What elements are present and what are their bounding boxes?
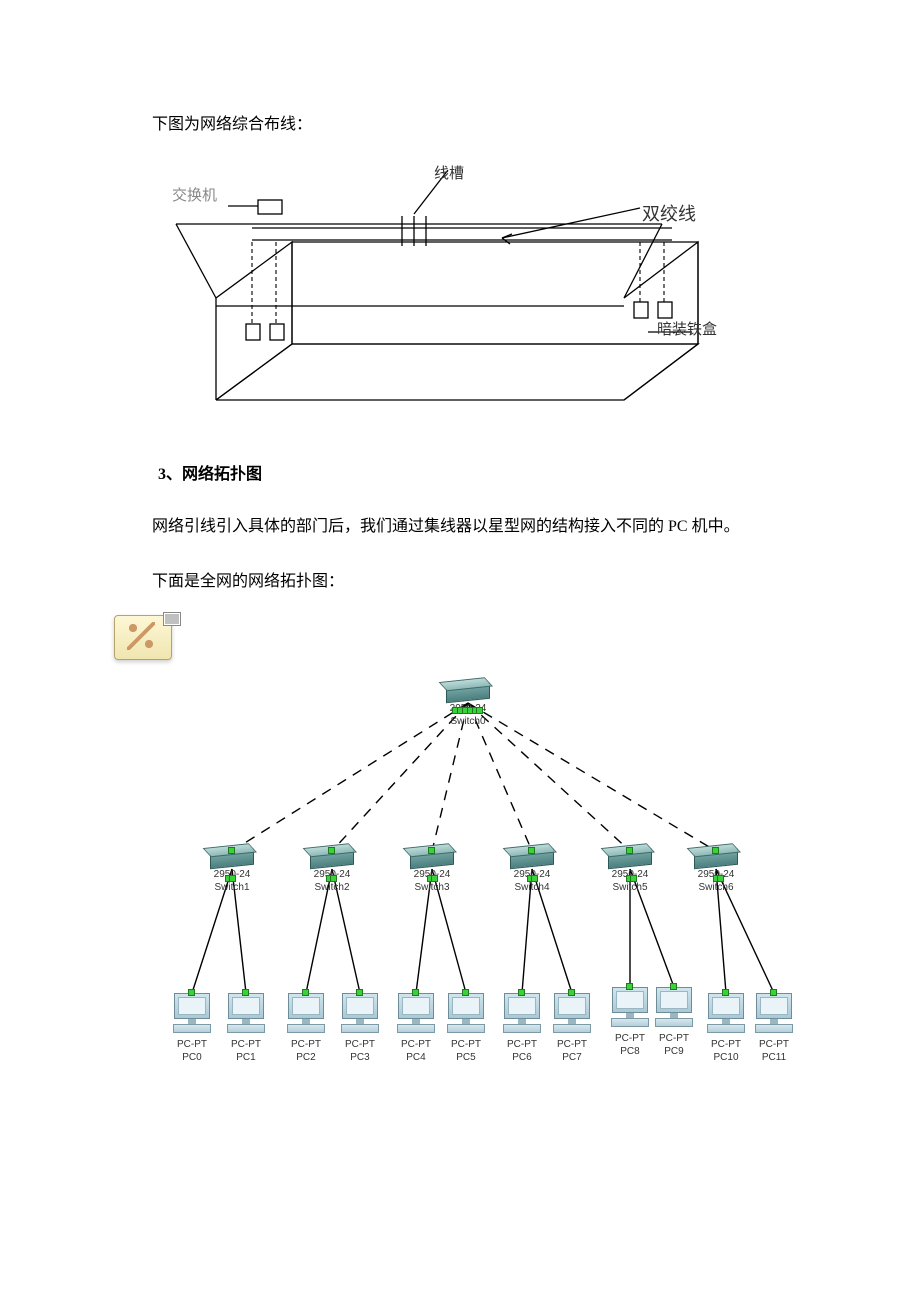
- pc-label: PC-PTPC11: [748, 1039, 800, 1064]
- pc-node: [754, 993, 794, 1035]
- port-indicator: [626, 847, 633, 854]
- port-indicator: [302, 989, 309, 996]
- pc-label: PC-PTPC0: [166, 1039, 218, 1064]
- pc-label: PC-PTPC5: [440, 1039, 492, 1064]
- port-indicator: [412, 989, 419, 996]
- label-switch: 交换机: [172, 184, 217, 205]
- pc-node: [172, 993, 212, 1035]
- port-indicator: [462, 989, 469, 996]
- pc-label: PC-PTPC3: [334, 1039, 386, 1064]
- pc-node: [552, 993, 592, 1035]
- switch-node: [446, 683, 490, 704]
- pc-node: [610, 987, 650, 1029]
- pc-label: PC-PTPC6: [496, 1039, 548, 1064]
- pc-node: [446, 993, 486, 1035]
- port-indicator: [518, 989, 525, 996]
- port-indicator: [228, 847, 235, 854]
- port-indicator: [356, 989, 363, 996]
- port-indicator: [528, 847, 535, 854]
- port-indicator: [770, 989, 777, 996]
- heading-topology: 3、网络拓扑图: [158, 460, 800, 484]
- pc-label: PC-PTPC2: [280, 1039, 332, 1064]
- port-indicator: [476, 707, 483, 714]
- port-indicator: [670, 983, 677, 990]
- label-trough: 线槽: [434, 162, 464, 183]
- paragraph-topology: 网络引线引入具体的部门后，我们通过集线器以星型网的结构接入不同的 PC 机中。: [120, 512, 800, 542]
- label-concealed-box: 暗装铁盒: [657, 318, 717, 339]
- pc-label: PC-PTPC4: [390, 1039, 442, 1064]
- port-indicator: [330, 875, 337, 882]
- port-indicator: [229, 875, 236, 882]
- port-indicator: [630, 875, 637, 882]
- intro-cabling-text: 下图为网络综合布线：: [120, 110, 800, 140]
- pc-node: [286, 993, 326, 1035]
- intro-topology-figure: 下面是全网的网络拓扑图：: [120, 567, 800, 597]
- port-indicator: [717, 875, 724, 882]
- label-twisted-pair: 双绞线: [642, 200, 696, 226]
- port-indicator: [531, 875, 538, 882]
- pc-node: [654, 987, 694, 1029]
- port-indicator: [568, 989, 575, 996]
- pc-node: [706, 993, 746, 1035]
- port-indicator: [712, 847, 719, 854]
- topology-diagram: 2950-24Switch02950-24Switch12950-24Switc…: [120, 621, 820, 1121]
- port-indicator: [242, 989, 249, 996]
- cabling-diagram: 交换机 线槽 双绞线 暗装铁盒: [152, 164, 762, 424]
- port-indicator: [188, 989, 195, 996]
- pc-label: PC-PTPC1: [220, 1039, 272, 1064]
- pc-node: [226, 993, 266, 1035]
- port-indicator: [428, 847, 435, 854]
- pc-node: [502, 993, 542, 1035]
- port-indicator: [722, 989, 729, 996]
- switch-label: 2950-24Switch5: [595, 869, 665, 894]
- pc-label: PC-PTPC9: [648, 1033, 700, 1058]
- pc-label: PC-PTPC7: [546, 1039, 598, 1064]
- pc-node: [396, 993, 436, 1035]
- port-indicator: [626, 983, 633, 990]
- port-indicator: [328, 847, 335, 854]
- pc-node: [340, 993, 380, 1035]
- port-indicator: [431, 875, 438, 882]
- pc-label: PC-PTPC10: [700, 1039, 752, 1064]
- palette-icon: [114, 615, 172, 660]
